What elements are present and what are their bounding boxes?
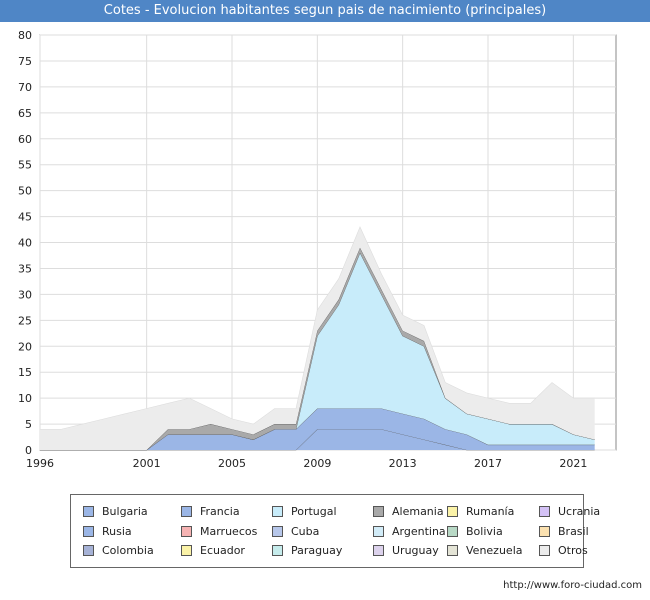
- legend-item: Rumanía: [447, 505, 514, 519]
- legend-swatch: [539, 505, 550, 517]
- y-tick-label: 65: [18, 107, 32, 120]
- legend-item: Uruguay: [373, 544, 439, 558]
- legend: Bulgaria Francia Portugal Alemania Rumanía Uc…: [70, 494, 600, 568]
- legend-item: Bulgaria: [83, 505, 148, 519]
- legend-swatch: [181, 525, 192, 537]
- y-tick-label: 0: [25, 444, 32, 457]
- y-tick-label: 80: [18, 29, 32, 42]
- legend-label: Paraguay: [291, 544, 343, 557]
- stacked-areas: [40, 226, 595, 451]
- legend-item: Argentina: [373, 525, 446, 539]
- legend-item: Venezuela: [447, 544, 523, 558]
- chart-area: 0 5 10 15 20 25 30 35 40 45 50 55 60 65 70 75 80 1996 2001…: [18, 29, 617, 470]
- x-tick-label: 2013: [389, 457, 417, 470]
- area-edge-otros: [40, 226, 595, 430]
- legend-swatch: [83, 544, 94, 556]
- legend-label: Alemania: [392, 505, 444, 518]
- legend-swatch: [373, 525, 384, 537]
- legend-item: Portugal: [272, 505, 337, 519]
- legend-label: Ecuador: [200, 544, 245, 557]
- area-bulgaria: [40, 429, 595, 450]
- x-tick-label: 2001: [133, 457, 161, 470]
- y-tick-label: 75: [18, 55, 32, 68]
- legend-label: Rumanía: [466, 505, 515, 518]
- legend-swatch: [272, 525, 283, 537]
- legend-swatch: [447, 544, 458, 556]
- legend-item: Colombia: [83, 544, 154, 558]
- legend-item: Brasil: [539, 525, 589, 539]
- y-tick-label: 70: [18, 81, 32, 94]
- legend-item: Ucrania: [539, 505, 600, 519]
- legend-swatch: [83, 505, 94, 517]
- axis-labels: 0 5 10 15 20 25 30 35 40 45 50 55 60 65 70 75 80 1996 2001…: [18, 29, 587, 470]
- area-portugal: [40, 252, 595, 450]
- legend-swatch: [272, 505, 283, 517]
- y-tick-label: 30: [18, 288, 32, 301]
- legend-label: Argentina: [392, 525, 446, 538]
- legend-label: Otros: [558, 544, 588, 557]
- legend-label: Ucrania: [558, 505, 601, 518]
- legend-swatch: [447, 525, 458, 537]
- legend-item: Paraguay: [272, 544, 342, 558]
- area-otros: [40, 226, 595, 450]
- legend-label: Rusia: [102, 525, 132, 538]
- source-link[interactable]: http://www.foro-ciudad.com: [503, 580, 642, 591]
- y-tick-label: 15: [18, 366, 32, 379]
- legend-label: Cuba: [291, 525, 320, 538]
- legend-label: Marruecos: [200, 525, 258, 538]
- legend-label: Portugal: [291, 505, 337, 518]
- legend-item: Alemania: [373, 505, 444, 519]
- legend-label: Francia: [200, 505, 240, 518]
- legend-label: Bolivia: [466, 525, 503, 538]
- legend-item: Marruecos: [181, 525, 257, 539]
- legend-swatch: [181, 544, 192, 556]
- legend-swatch: [83, 525, 94, 537]
- legend-swatch: [373, 505, 384, 517]
- y-tick-label: 40: [18, 237, 32, 250]
- legend-item: Rusia: [83, 525, 132, 539]
- legend-label: Uruguay: [392, 544, 439, 557]
- x-tick-label: 1996: [26, 457, 54, 470]
- legend-label: Colombia: [102, 544, 154, 557]
- legend-item: Francia: [181, 505, 240, 519]
- chart-title: Cotes - Evolucion habitantes segun pais …: [0, 0, 650, 22]
- area-francia: [40, 408, 595, 450]
- legend-label: Brasil: [558, 525, 589, 538]
- legend-item: Otros: [539, 544, 588, 558]
- x-tick-label: 2009: [303, 457, 331, 470]
- x-tick-label: 2017: [474, 457, 502, 470]
- legend-item: Bolivia: [447, 525, 503, 539]
- legend-item: Cuba: [272, 525, 319, 539]
- legend-swatch: [447, 505, 458, 517]
- legend-item: Ecuador: [181, 544, 245, 558]
- y-tick-label: 45: [18, 211, 32, 224]
- x-tick-label: 2005: [218, 457, 246, 470]
- y-tick-label: 10: [18, 392, 32, 405]
- y-tick-label: 25: [18, 314, 32, 327]
- y-tick-label: 5: [25, 418, 32, 431]
- y-tick-label: 50: [18, 185, 32, 198]
- legend-swatch: [539, 544, 550, 556]
- legend-swatch: [539, 525, 550, 537]
- legend-swatch: [272, 544, 283, 556]
- x-tick-label: 2021: [559, 457, 587, 470]
- y-tick-label: 55: [18, 159, 32, 172]
- legend-swatch: [373, 544, 384, 556]
- y-tick-label: 20: [18, 340, 32, 353]
- y-tick-label: 60: [18, 133, 32, 146]
- legend-swatch: [181, 505, 192, 517]
- legend-label: Bulgaria: [102, 505, 148, 518]
- y-tick-label: 35: [18, 262, 32, 275]
- legend-label: Venezuela: [466, 544, 523, 557]
